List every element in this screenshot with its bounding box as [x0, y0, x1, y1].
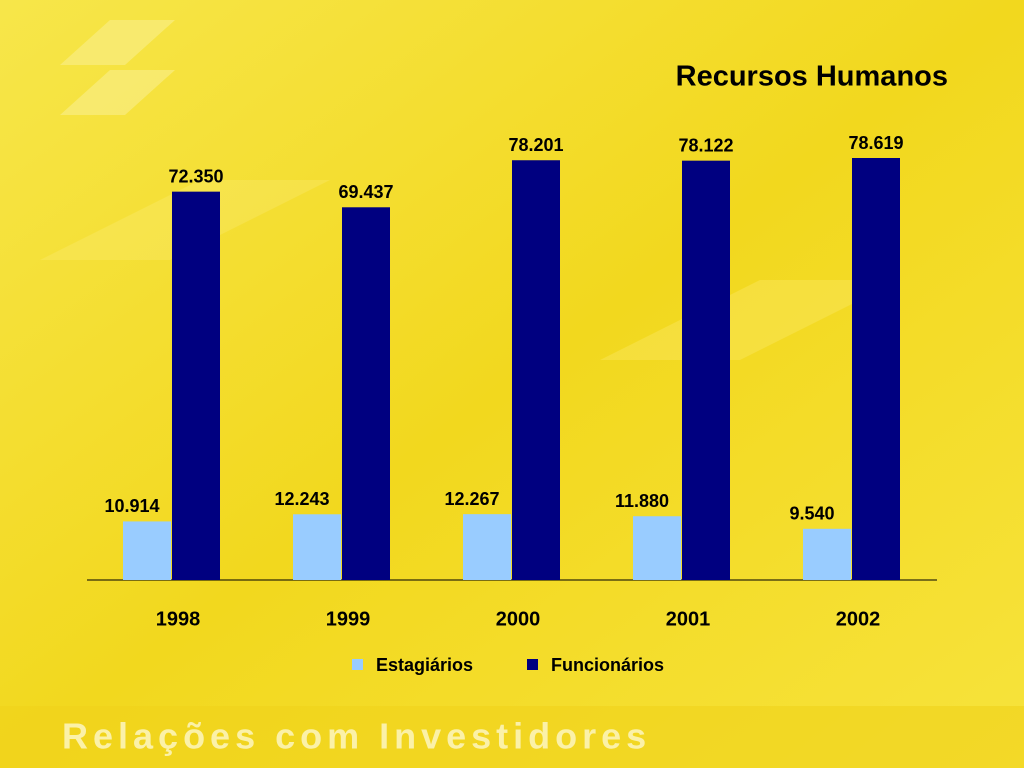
x-tick-label: 1999: [326, 608, 371, 630]
value-label: 78.122: [678, 135, 733, 155]
legend-label: Estagiários: [376, 655, 473, 675]
bar: [172, 191, 220, 581]
legend-swatch: [527, 659, 538, 670]
bar: [512, 160, 560, 580]
bar: [293, 514, 341, 580]
value-label: 12.243: [274, 489, 329, 509]
bar: [682, 160, 730, 580]
bar: [463, 514, 511, 580]
x-tick-label: 1998: [156, 608, 201, 630]
footer-band: [0, 706, 1024, 768]
value-label: 9.540: [789, 504, 834, 524]
x-tick-label: 2002: [836, 608, 881, 630]
footer-text: Relações com Investidores: [62, 716, 651, 757]
legend-label: Funcionários: [551, 655, 664, 675]
value-label: 72.350: [168, 166, 223, 186]
x-tick-label: 2000: [496, 608, 541, 630]
bar: [803, 528, 851, 580]
value-label: 12.267: [444, 489, 499, 509]
value-label: 78.619: [848, 133, 903, 153]
value-label: 10.914: [104, 496, 159, 516]
value-label: 11.880: [615, 491, 669, 511]
x-tick-label: 2001: [666, 608, 711, 630]
legend-swatch: [352, 659, 363, 670]
value-label: 78.201: [508, 135, 563, 155]
bar: [342, 207, 390, 581]
chart-title: Recursos Humanos: [676, 61, 948, 93]
bar: [633, 516, 681, 580]
bar: [123, 521, 171, 580]
bar: [852, 158, 900, 580]
value-label: 69.437: [338, 182, 393, 202]
